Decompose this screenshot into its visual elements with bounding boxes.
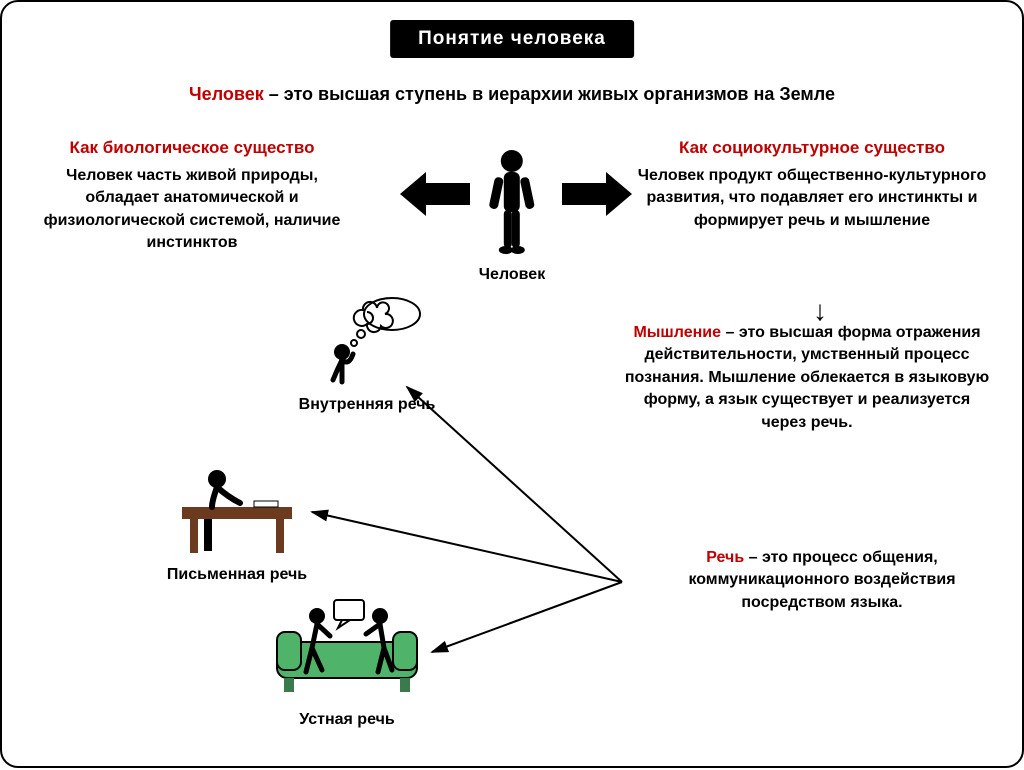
definition-term: Человек <box>189 84 264 104</box>
written-speech-block: Письменная речь <box>137 457 337 584</box>
speech-term: Речь <box>706 549 744 566</box>
writing-person-icon <box>162 457 312 557</box>
definition-sep: – <box>264 84 284 104</box>
oral-speech-block: Устная речь <box>247 592 447 729</box>
center-label: Человек <box>479 266 545 284</box>
thinking-term: Мышление <box>633 324 721 341</box>
written-speech-label: Письменная речь <box>137 566 337 584</box>
inner-speech-label: Внутренняя речь <box>277 396 457 414</box>
thinking-person-icon <box>307 292 427 387</box>
biological-block: Как биологическое существо Человек часть… <box>32 137 352 255</box>
inner-speech-block: Внутренняя речь <box>277 292 457 414</box>
bio-heading: Как биологическое существо <box>32 137 352 159</box>
person-icon <box>482 147 542 257</box>
oral-speech-label: Устная речь <box>247 711 447 729</box>
speech-sep: – <box>744 549 762 566</box>
title-box: Понятие человека <box>390 20 634 58</box>
title-text: Понятие человека <box>418 28 606 49</box>
thinking-block: Мышление – это высшая форма отражения де… <box>622 322 992 434</box>
talking-people-icon <box>262 592 432 702</box>
center-figure: Человек <box>479 147 545 284</box>
arrow-left-icon <box>400 172 470 221</box>
thinking-sep: – <box>721 324 739 341</box>
bio-body: Человек часть живой природы, обладает ан… <box>32 165 352 255</box>
main-definition: Человек – это высшая ступень в иерархии … <box>2 84 1022 105</box>
socio-heading: Как социокультурное существо <box>632 137 992 159</box>
socio-body: Человек продукт общественно-культурного … <box>632 165 992 232</box>
speech-block: Речь – это процесс общения, коммуникацио… <box>652 547 992 614</box>
arrow-right-icon <box>562 172 632 221</box>
sociocultural-block: Как социокультурное существо Человек про… <box>632 137 992 232</box>
definition-body: это высшая ступень в иерархии живых орга… <box>284 84 835 104</box>
